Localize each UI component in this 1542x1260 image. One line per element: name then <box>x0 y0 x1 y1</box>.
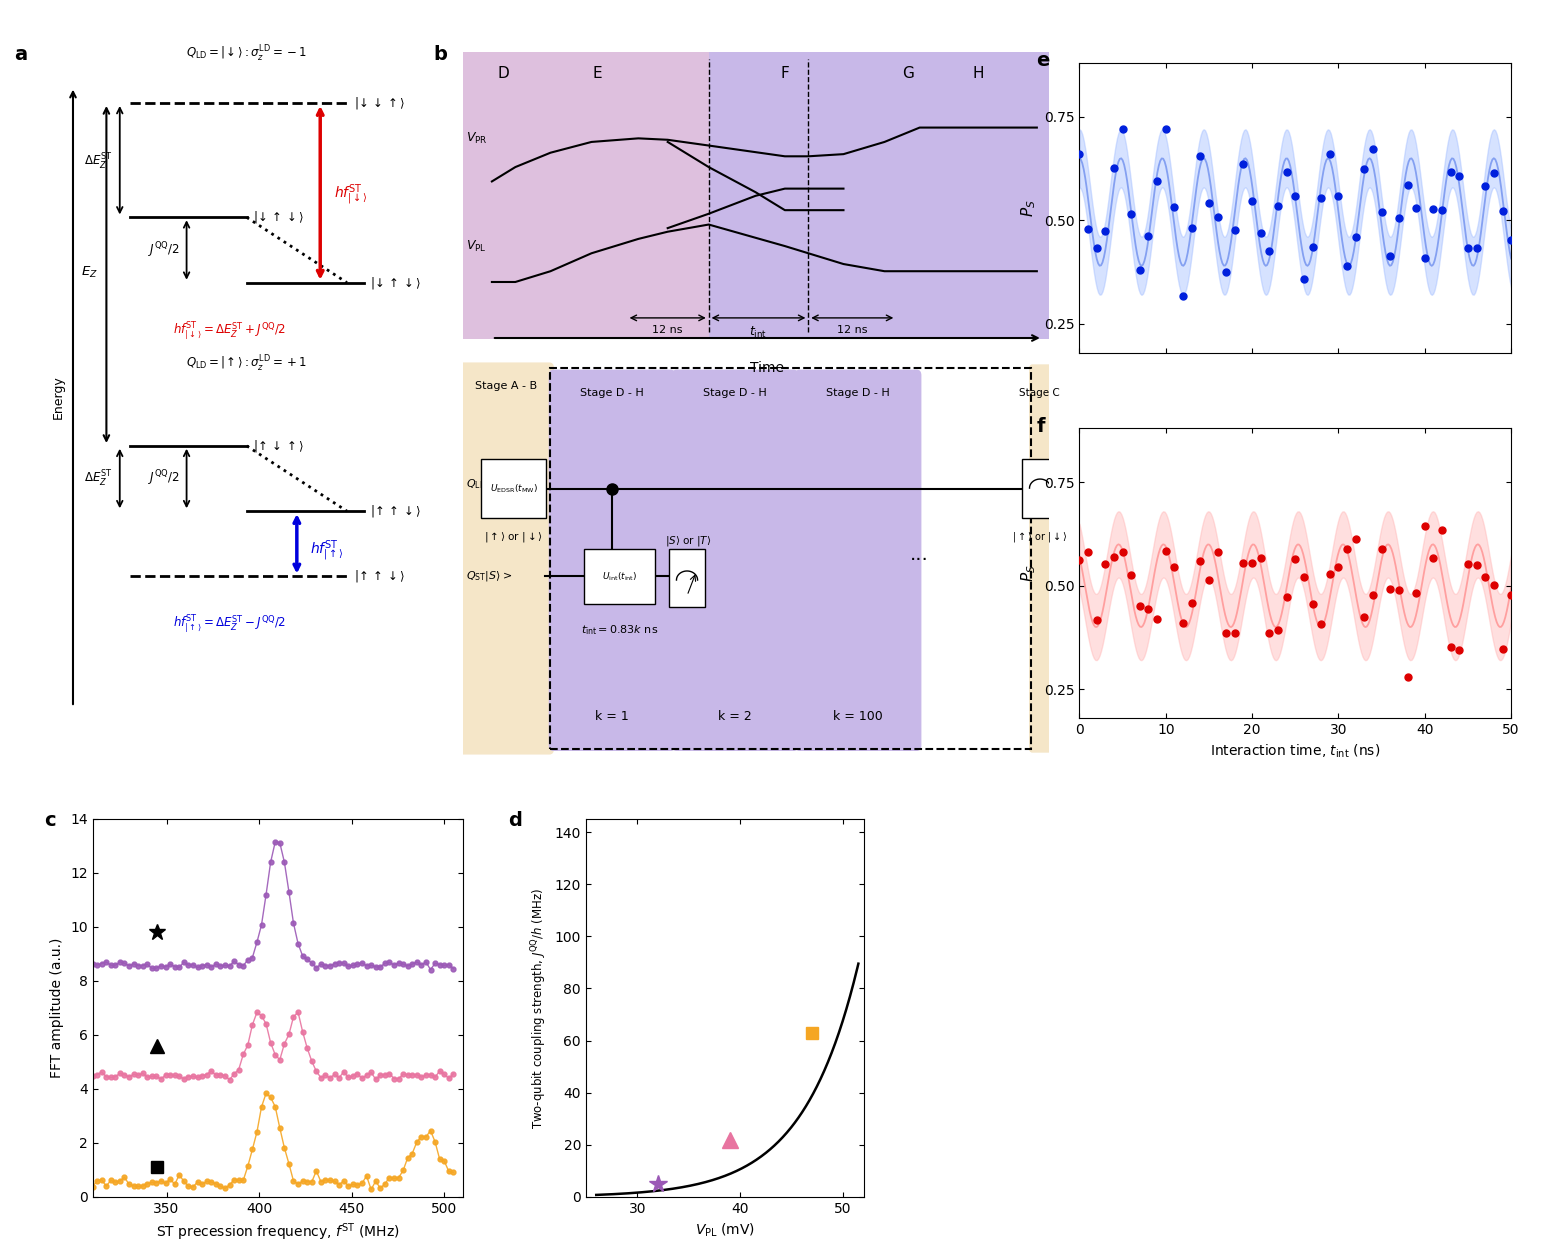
FancyBboxPatch shape <box>669 549 705 607</box>
Text: $t_{\rm int}=0.83k$ ns: $t_{\rm int}=0.83k$ ns <box>581 624 658 638</box>
Text: F: F <box>780 67 790 81</box>
Text: Time: Time <box>751 360 785 375</box>
Text: f: f <box>1036 417 1045 436</box>
Text: $Q_{\rm LD}=|\!\uparrow\rangle:\sigma_z^{\rm LD}=+1$: $Q_{\rm LD}=|\!\uparrow\rangle:\sigma_z^… <box>187 354 307 374</box>
Text: $|\!\uparrow\downarrow\uparrow\rangle$: $|\!\uparrow\downarrow\uparrow\rangle$ <box>253 438 304 454</box>
X-axis label: Interaction time, $t_{\mathrm{int}}$ (ns): Interaction time, $t_{\mathrm{int}}$ (ns… <box>1210 742 1380 760</box>
Text: k = 1: k = 1 <box>595 709 629 723</box>
Text: $E_Z$: $E_Z$ <box>82 266 99 281</box>
Text: $|\!\downarrow\downarrow\uparrow\rangle$: $|\!\downarrow\downarrow\uparrow\rangle$ <box>353 94 404 111</box>
FancyBboxPatch shape <box>463 52 1049 339</box>
Text: $|\!\downarrow\uparrow\downarrow\rangle$: $|\!\downarrow\uparrow\downarrow\rangle$ <box>370 275 421 291</box>
Y-axis label: Two-qubit coupling strength, $J^{\mathrm{QQ}}/h$ (MHz): Two-qubit coupling strength, $J^{\mathrm… <box>529 887 549 1129</box>
Y-axis label: $P_S$: $P_S$ <box>1019 564 1038 582</box>
FancyBboxPatch shape <box>1029 364 1067 752</box>
Text: $t_{\rm int}$: $t_{\rm int}$ <box>749 325 768 340</box>
Text: $|S\rangle$ or $|T\rangle$: $|S\rangle$ or $|T\rangle$ <box>665 533 711 548</box>
Text: ...: ... <box>910 546 928 564</box>
Text: Stage D - H: Stage D - H <box>703 388 766 398</box>
Text: E: E <box>592 67 603 81</box>
Text: Stage D - H: Stage D - H <box>580 388 645 398</box>
Text: Stage C: Stage C <box>1019 388 1061 398</box>
Text: $|\!\uparrow\uparrow\downarrow\rangle$: $|\!\uparrow\uparrow\downarrow\rangle$ <box>353 568 404 585</box>
Text: c: c <box>45 811 56 830</box>
Text: $hf_{|\uparrow\rangle}^{\rm ST}$: $hf_{|\uparrow\rangle}^{\rm ST}$ <box>310 538 344 563</box>
Text: $\Delta E_Z^{\rm ST}$: $\Delta E_Z^{\rm ST}$ <box>85 151 113 171</box>
FancyBboxPatch shape <box>1029 364 1052 752</box>
Text: Energy: Energy <box>51 375 65 418</box>
Text: $U_{\rm EDSR}(t_{\rm MW})$: $U_{\rm EDSR}(t_{\rm MW})$ <box>490 483 538 495</box>
Text: $hf_{|\downarrow\rangle}^{\rm ST}$: $hf_{|\downarrow\rangle}^{\rm ST}$ <box>333 183 367 207</box>
Text: Stage D - H: Stage D - H <box>827 388 890 398</box>
X-axis label: $V_{\mathrm{PL}}$ (mV): $V_{\mathrm{PL}}$ (mV) <box>694 1221 756 1239</box>
Text: e: e <box>1036 52 1050 71</box>
FancyBboxPatch shape <box>584 549 655 604</box>
Text: $V_{\rm PL}$: $V_{\rm PL}$ <box>466 238 486 253</box>
FancyBboxPatch shape <box>672 369 799 751</box>
Text: $U_{\rm int}(t_{\rm int})$: $U_{\rm int}(t_{\rm int})$ <box>601 571 637 582</box>
Text: H: H <box>973 67 984 81</box>
Text: b: b <box>433 45 447 64</box>
Text: $|\uparrow\rangle$ or $|\downarrow\rangle$: $|\uparrow\rangle$ or $|\downarrow\rangl… <box>484 530 543 544</box>
Text: Stage A - B: Stage A - B <box>475 381 537 391</box>
X-axis label: ST precession frequency, $f^{\mathrm{ST}}$ (MHz): ST precession frequency, $f^{\mathrm{ST}… <box>156 1221 399 1244</box>
Text: a: a <box>14 45 28 64</box>
Text: k = 2: k = 2 <box>719 709 752 723</box>
Text: $Q_{\rm ST}|S\rangle>$: $Q_{\rm ST}|S\rangle>$ <box>466 570 512 583</box>
FancyBboxPatch shape <box>1022 460 1058 518</box>
Y-axis label: FFT amplitude (a.u.): FFT amplitude (a.u.) <box>51 937 65 1079</box>
Text: $Q_{\rm LD}|\uparrow\rangle>$: $Q_{\rm LD}|\uparrow\rangle>$ <box>466 475 520 490</box>
Text: $hf_{|\downarrow\rangle}^{\rm ST}=\Delta E_Z^{\rm ST}+J^{\rm QQ}/2$: $hf_{|\downarrow\rangle}^{\rm ST}=\Delta… <box>173 320 287 343</box>
Text: k = 100: k = 100 <box>833 709 884 723</box>
Text: $\Delta E_Z^{\rm ST}$: $\Delta E_Z^{\rm ST}$ <box>85 469 113 489</box>
Text: $|\uparrow\rangle$ or $|\downarrow\rangle$: $|\uparrow\rangle$ or $|\downarrow\rangl… <box>1013 530 1067 544</box>
Text: $hf_{|\uparrow\rangle}^{\rm ST}=\Delta E_Z^{\rm ST}-J^{\rm QQ}/2$: $hf_{|\uparrow\rangle}^{\rm ST}=\Delta E… <box>173 615 287 636</box>
FancyBboxPatch shape <box>481 460 546 518</box>
FancyBboxPatch shape <box>458 363 554 755</box>
Text: $J^{\rm QQ}/2$: $J^{\rm QQ}/2$ <box>148 469 180 489</box>
Text: $|\!\downarrow\uparrow\downarrow\rangle$: $|\!\downarrow\uparrow\downarrow\rangle$ <box>253 209 304 226</box>
Text: G: G <box>902 67 914 81</box>
FancyBboxPatch shape <box>794 369 922 751</box>
Text: $Q_{\rm LD}=|\!\downarrow\rangle:\sigma_z^{\rm LD}=-1$: $Q_{\rm LD}=|\!\downarrow\rangle:\sigma_… <box>187 44 307 64</box>
Text: D: D <box>498 67 509 81</box>
Y-axis label: $P_S$: $P_S$ <box>1019 199 1038 217</box>
Text: 12 ns: 12 ns <box>652 325 683 335</box>
Text: $J^{\rm QQ}/2$: $J^{\rm QQ}/2$ <box>148 241 180 260</box>
Text: $|\!\uparrow\uparrow\downarrow\rangle$: $|\!\uparrow\uparrow\downarrow\rangle$ <box>370 503 421 519</box>
FancyBboxPatch shape <box>549 369 675 751</box>
Text: d: d <box>509 811 523 830</box>
Text: 12 ns: 12 ns <box>837 325 868 335</box>
FancyBboxPatch shape <box>463 52 709 339</box>
Text: $V_{\rm PR}$: $V_{\rm PR}$ <box>466 131 487 146</box>
